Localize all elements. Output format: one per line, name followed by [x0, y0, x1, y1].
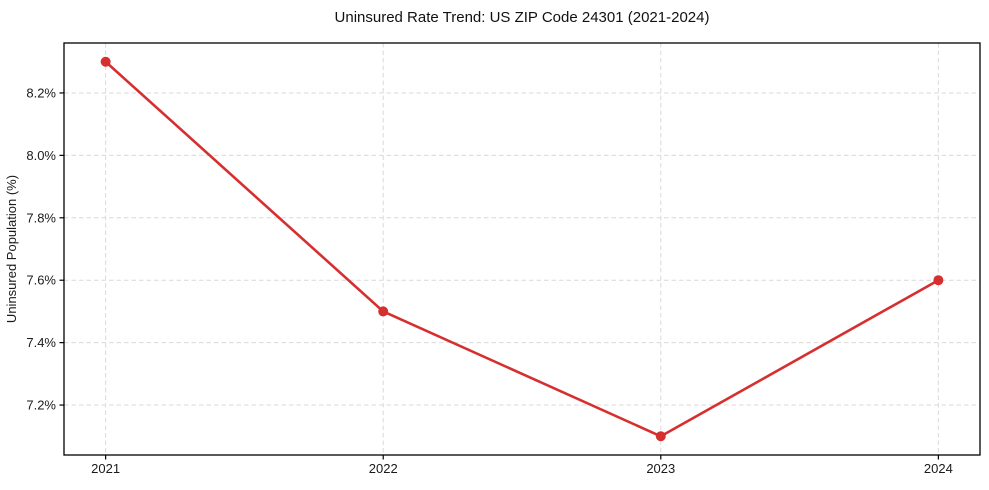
series-layer: [100, 56, 944, 442]
data-point-marker: [655, 431, 666, 442]
y-tick-label: 8.2%: [26, 85, 56, 100]
y-tick-label: 7.2%: [26, 398, 56, 413]
x-tick-label: 2021: [91, 461, 120, 476]
x-tick-label: 2023: [646, 461, 675, 476]
plot-border: [63, 42, 981, 456]
x-tick-label: 2022: [369, 461, 398, 476]
data-point-marker: [933, 275, 944, 286]
chart-title: Uninsured Rate Trend: US ZIP Code 24301 …: [335, 9, 710, 26]
trend-line: [104, 60, 940, 438]
y-tick-label: 7.4%: [26, 335, 56, 350]
y-tick-label: 7.6%: [26, 273, 56, 288]
tick-labels-layer: 2021 2022 2023 2024 7.2% 7.4% 7.6% 7.8% 8.0% 8.2%: [26, 85, 952, 476]
x-tick-label: 2024: [924, 461, 953, 476]
y-tick-label: 7.8%: [26, 210, 56, 225]
y-tick-label: 8.0%: [26, 148, 56, 163]
data-point-marker: [378, 306, 389, 317]
axes-layer: [59, 42, 981, 460]
y-axis-label: Uninsured Population (%): [4, 175, 19, 323]
grid-layer: [64, 43, 980, 455]
data-point-marker: [100, 56, 111, 67]
